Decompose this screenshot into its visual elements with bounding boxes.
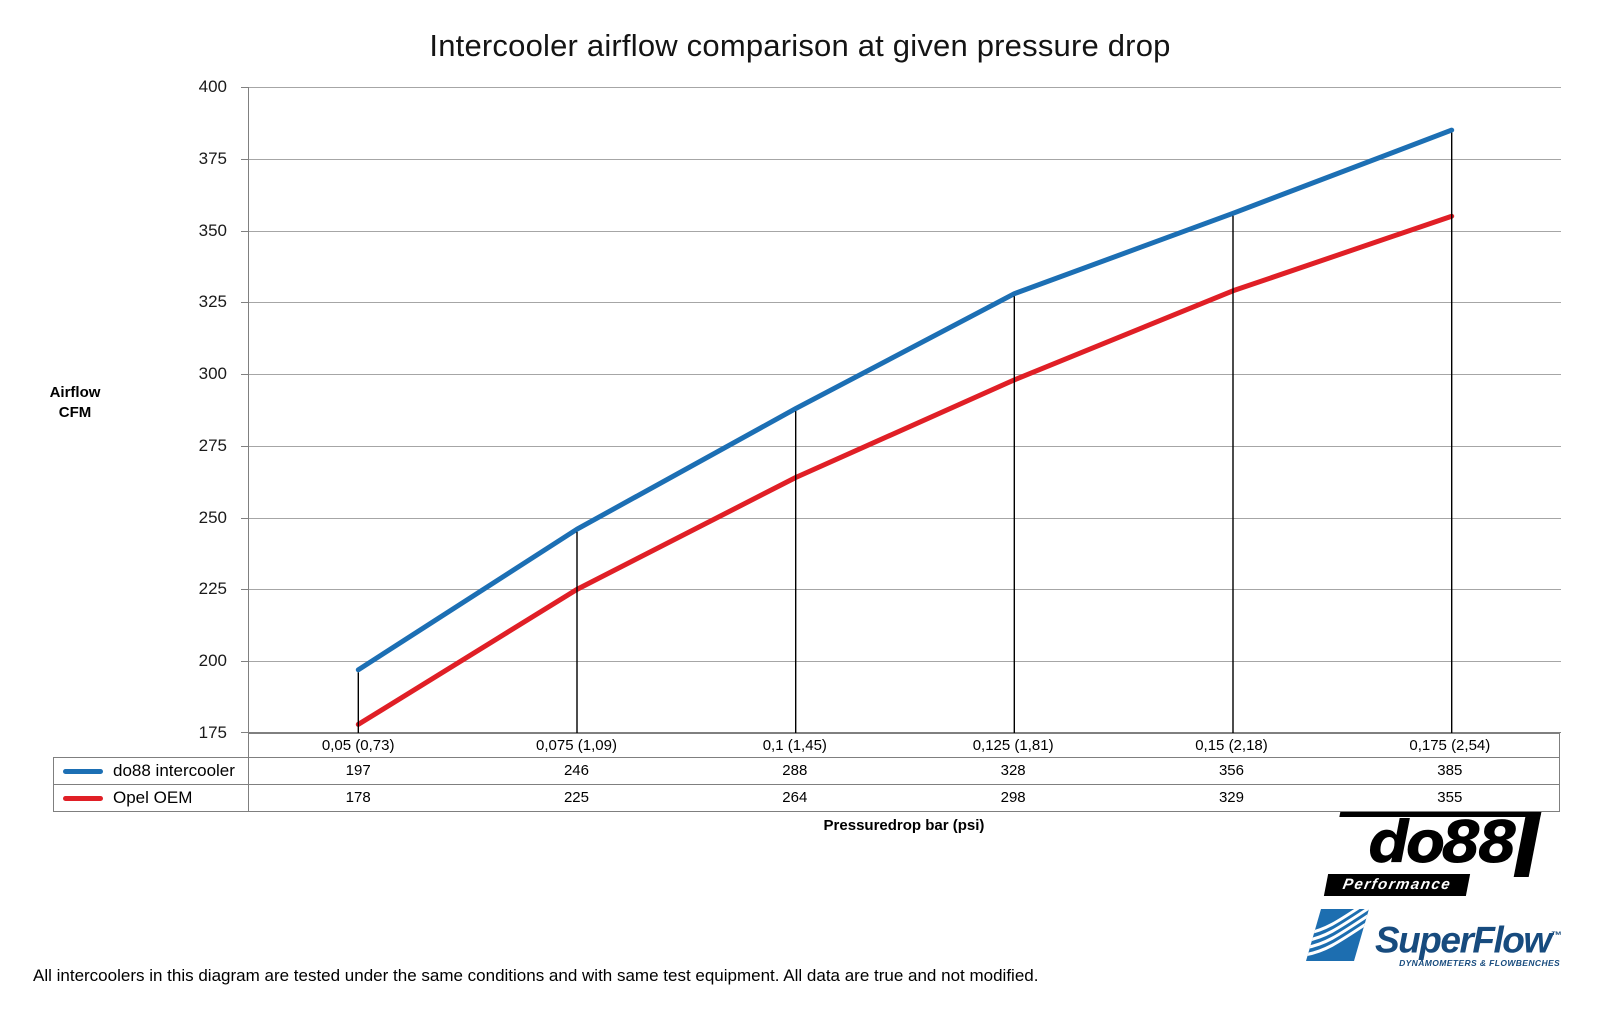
do88-logo-performance-bar: Performance <box>1323 874 1471 896</box>
do88-logo-wordmark: do88 <box>1367 808 1518 876</box>
x-axis-title: Pressuredrop bar (psi) <box>823 817 985 834</box>
gridline <box>249 87 1561 88</box>
table-cell-value: 385 <box>1437 762 1463 779</box>
series-lines-canvas <box>355 127 1455 733</box>
x-category-label: 0,1 (1,45) <box>762 737 827 754</box>
table-cell-value: 328 <box>1000 762 1026 779</box>
table-cell-value: 197 <box>345 762 371 779</box>
y-tick-label: 325 <box>198 292 227 311</box>
gridline <box>249 231 1561 232</box>
y-tick-label: 200 <box>198 651 227 670</box>
legend-line-swatch <box>63 795 103 801</box>
x-category-label: 0,175 (2,54) <box>1409 737 1491 754</box>
legend-cell: do88 intercooler <box>54 758 249 784</box>
superflow-wordmark: SuperFlow™ <box>1375 919 1562 961</box>
table-cell-value: 288 <box>782 762 808 779</box>
y-tick-mark <box>241 732 249 733</box>
y-axis-title-line1: Airflow <box>49 384 101 401</box>
table-row-do88-intercooler: do88 intercooler 197 246 288 328 356 385 <box>53 757 1560 785</box>
table-row-opel-oem: Opel OEM 178 225 264 298 329 355 <box>53 784 1560 812</box>
y-tick-mark <box>241 589 249 590</box>
legend-series-name: do88 intercooler <box>113 761 235 780</box>
legend-series-name: Opel OEM <box>113 788 193 807</box>
y-tick-label: 275 <box>198 436 227 455</box>
disclaimer-text: All intercoolers in this diagram are tes… <box>33 966 1039 985</box>
y-tick-mark <box>241 159 249 160</box>
table-cell-value: 329 <box>1218 789 1244 806</box>
table-cell-value: 246 <box>563 762 589 779</box>
table-cell-value: 356 <box>1218 762 1244 779</box>
x-category-label: 0,125 (1,81) <box>972 737 1054 754</box>
superflow-tagline: DYNAMOMETERS & FLOWBENCHES <box>1399 958 1561 969</box>
table-cell-value: 225 <box>563 789 589 806</box>
legend-cell: Opel OEM <box>54 785 249 811</box>
do88-performance-logo: do88 Performance <box>1318 808 1542 900</box>
x-axis-line <box>249 732 1561 733</box>
superflow-logo: SuperFlow™ DYNAMOMETERS & FLOWBENCHES <box>1306 908 1562 969</box>
gridline <box>249 374 1561 375</box>
x-category-label: 0,05 (0,73) <box>321 737 395 754</box>
y-tick-mark <box>241 374 249 375</box>
series-line-do88-intercooler <box>355 127 1455 673</box>
gridline <box>249 302 1561 303</box>
trademark-symbol: ™ <box>1550 930 1562 942</box>
table-cell-value: 178 <box>345 789 371 806</box>
y-tick-label: 400 <box>198 77 227 96</box>
gridline <box>249 661 1561 662</box>
plot-area <box>241 87 1561 733</box>
y-axis-title: Airflow CFM <box>40 383 110 423</box>
y-axis-title-line2: CFM <box>58 404 92 421</box>
table-cell-value: 264 <box>782 789 808 806</box>
y-tick-mark <box>241 87 249 88</box>
series-line-opel-oem <box>355 213 1455 727</box>
x-axis-category-row: 0,05 (0,73) 0,075 (1,09) 0,1 (1,45) 0,125 (… <box>248 733 1560 759</box>
y-tick-label: 375 <box>198 149 227 168</box>
y-tick-label: 350 <box>198 221 227 240</box>
chart-title: Intercooler airflow comparison at given … <box>429 28 1171 63</box>
x-category-label: 0,075 (1,09) <box>536 737 617 754</box>
y-tick-mark <box>241 446 249 447</box>
gridline <box>249 589 1561 590</box>
y-tick-mark <box>241 302 249 303</box>
gridline <box>249 446 1561 447</box>
legend-line-swatch <box>63 768 103 774</box>
superflow-swoosh-icon <box>1306 909 1369 961</box>
table-cell-value: 355 <box>1437 789 1463 806</box>
y-tick-label: 225 <box>198 579 227 598</box>
y-tick-label: 250 <box>198 508 227 527</box>
table-cell-value: 298 <box>1000 789 1026 806</box>
y-tick-mark <box>241 661 249 662</box>
gridline <box>249 159 1561 160</box>
y-tick-label: 300 <box>198 364 227 383</box>
x-category-label: 0,15 (2,18) <box>1195 737 1268 754</box>
gridline <box>249 518 1561 519</box>
y-tick-label: 175 <box>198 723 227 742</box>
superflow-logo-text: SuperFlow™ DYNAMOMETERS & FLOWBENCHES <box>1375 908 1562 969</box>
y-tick-mark <box>241 518 249 519</box>
y-tick-mark <box>241 231 249 232</box>
